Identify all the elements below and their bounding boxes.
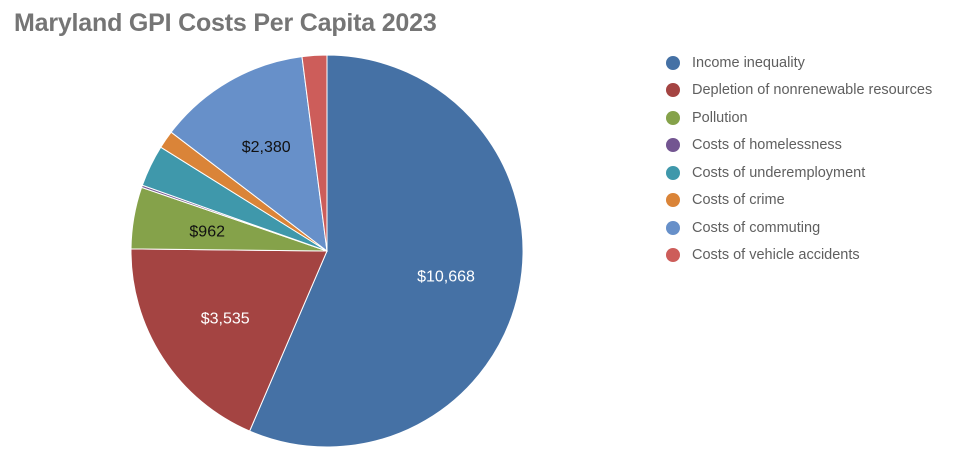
pie-slice-costs-of-vehicle-accidents[interactable] bbox=[301, 54, 328, 252]
slice-data-label: $2,380 bbox=[242, 139, 291, 156]
pie-slice-costs-of-commuting[interactable] bbox=[170, 56, 328, 253]
legend-swatch bbox=[666, 165, 680, 180]
slice-data-label: $3,535 bbox=[201, 310, 250, 327]
legend-label: Costs of crime bbox=[692, 192, 785, 209]
legend-swatch bbox=[666, 193, 680, 208]
pie-slice-income-inequality[interactable] bbox=[248, 54, 524, 448]
legend-label: Costs of vehicle accidents bbox=[692, 247, 860, 264]
chart-title: Maryland GPI Costs Per Capita 2023 bbox=[14, 9, 437, 37]
legend-swatch bbox=[666, 138, 680, 153]
legend-label: Depletion of nonrenewable resources bbox=[692, 82, 933, 99]
legend-item-depletion-of-nonrenewable-resources[interactable]: Depletion of nonrenewable resources bbox=[666, 77, 932, 105]
legend-label: Income inequality bbox=[692, 54, 805, 71]
legend-item-costs-of-homelessness[interactable]: Costs of homelessness bbox=[666, 132, 932, 160]
slice-data-label: $10,668 bbox=[417, 269, 475, 286]
legend-label: Costs of underemployment bbox=[692, 164, 866, 181]
legend-item-costs-of-crime[interactable]: Costs of crime bbox=[666, 187, 932, 215]
legend-item-costs-of-vehicle-accidents[interactable]: Costs of vehicle accidents bbox=[666, 242, 932, 270]
legend-swatch bbox=[666, 110, 680, 125]
legend-item-income-inequality[interactable]: Income inequality bbox=[666, 49, 932, 77]
legend-swatch bbox=[666, 220, 680, 235]
legend-item-pollution[interactable]: Pollution bbox=[666, 104, 932, 132]
legend-label: Costs of commuting bbox=[692, 219, 821, 236]
legend-label: Pollution bbox=[692, 109, 748, 126]
legend-swatch bbox=[666, 55, 680, 70]
slice-data-label: $962 bbox=[189, 223, 225, 240]
legend-item-costs-of-underemployment[interactable]: Costs of underemployment bbox=[666, 159, 932, 187]
chart-legend: Income inequality Depletion of nonrenewab… bbox=[666, 49, 932, 269]
pie-chart: $10,668 $3,535 $962 $2,380 bbox=[130, 54, 524, 448]
legend-item-costs-of-commuting[interactable]: Costs of commuting bbox=[666, 214, 932, 242]
legend-swatch bbox=[666, 248, 680, 263]
legend-swatch bbox=[666, 83, 680, 98]
pie-slice-depletion-of-nonrenewable-resources[interactable] bbox=[130, 248, 328, 432]
legend-label: Costs of homelessness bbox=[692, 137, 842, 154]
